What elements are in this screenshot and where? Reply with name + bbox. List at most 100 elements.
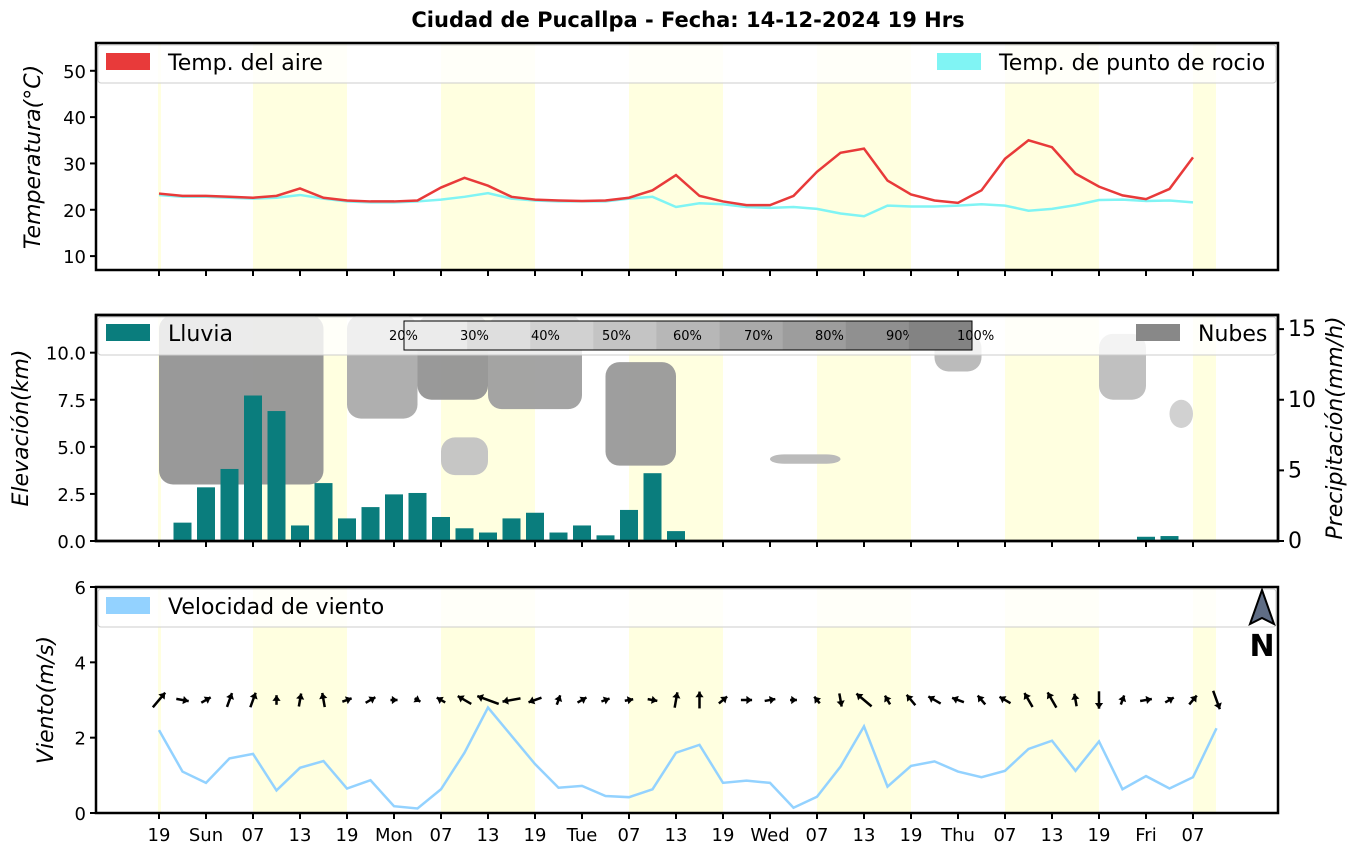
x-tick-label: 07 — [618, 825, 641, 846]
rain-bar — [643, 473, 662, 541]
y-axis-label: Viento(m/s) — [34, 636, 59, 764]
cloud-scale-cell — [530, 321, 594, 350]
cloud-scale-border — [403, 320, 973, 351]
cloud-scale-cell — [845, 321, 910, 350]
cloud-scale-label: 50% — [602, 329, 631, 344]
wind-arrow-head — [999, 696, 1007, 704]
y-tick-label: 10 — [63, 247, 86, 268]
x-tick-label: 07 — [994, 825, 1017, 846]
y-tick-label: 6 — [75, 578, 86, 599]
rain-bar — [385, 494, 403, 541]
x-tick-label: 13 — [289, 825, 312, 846]
legend-cloud-swatch — [1136, 324, 1180, 341]
rain-bar — [267, 411, 286, 541]
y-tick-label: 15 — [1288, 317, 1316, 342]
cloud-scale-cell — [908, 321, 973, 350]
x-tick-label: 19 — [1088, 825, 1111, 846]
x-tick-label: 13 — [665, 825, 688, 846]
legend-wind-label: Velocidad de viento — [168, 595, 384, 620]
wind-legend — [97, 588, 1277, 628]
legend-cloud-label: Nubes — [1198, 322, 1267, 347]
wind-arrow-head — [720, 696, 728, 704]
x-tick-label: Sun — [189, 825, 223, 846]
rain-bar — [291, 525, 309, 541]
cloud-scale-cell — [782, 321, 847, 350]
cloud-scale-label: 30% — [460, 329, 489, 344]
rain-bar — [244, 395, 262, 541]
cloud-scale-label: 60% — [673, 329, 702, 344]
legend-wind-swatch — [106, 597, 150, 614]
rain-bar — [314, 483, 333, 541]
wind-arrow-head — [814, 696, 822, 704]
rain-cloud-panel: 0.0 2.5 5.0 7.5 10.0 0 5 10 15 Lluvia 20% 30% 40% 50%… — [9, 313, 1348, 554]
rain-bar — [173, 522, 192, 541]
rain-bar — [361, 507, 380, 541]
y-tick-label: 2.5 — [57, 485, 86, 506]
wind-arrow-head — [1071, 693, 1080, 701]
legend-rain-swatch — [106, 324, 150, 341]
wind-arrow-head — [296, 693, 305, 700]
wind-arrow-head — [203, 696, 211, 704]
wind-arrow-head — [182, 696, 189, 705]
wind-arrow-head — [344, 696, 352, 705]
x-tick-label: Wed — [750, 825, 789, 846]
wind-arrow-head — [626, 696, 634, 705]
y-tick-label: 2 — [75, 729, 86, 750]
rain-bar — [573, 525, 591, 541]
y-tick-label: 40 — [63, 108, 86, 129]
cloud-scale-cell — [719, 321, 784, 350]
rain-bar — [667, 531, 685, 541]
series-line-air-temp — [158, 138, 1195, 207]
rain-bar — [197, 487, 215, 541]
cloud-scale-cell — [656, 321, 721, 350]
rain-bar — [1137, 536, 1155, 541]
y-tick-label: 30 — [63, 154, 86, 175]
wind-arrow-head — [856, 693, 864, 701]
rain-bar — [455, 528, 474, 541]
rain-bar — [220, 468, 239, 541]
wind-arrow-head — [884, 695, 892, 703]
y-axis-label: Temperatura(°C) — [21, 65, 46, 249]
cloud-scale-label: 80% — [815, 329, 844, 344]
rain-bar — [432, 516, 450, 541]
x-tick-label: 13 — [477, 825, 500, 846]
x-tick-label: 07 — [430, 825, 453, 846]
cloud-scale-cell — [593, 321, 657, 350]
daylight-band — [1193, 315, 1216, 541]
rain-bar — [526, 512, 544, 541]
wind-arrow-head — [746, 695, 753, 705]
wind-arrow-head — [226, 693, 234, 700]
y-tick-label: 0 — [1288, 529, 1302, 554]
wind-arrow-head — [1145, 695, 1152, 705]
daylight-band — [158, 43, 161, 270]
wind-arrow-head — [651, 695, 658, 704]
x-tick-label: 07 — [806, 825, 829, 846]
legend-air-temp-label: Temp. del aire — [167, 51, 323, 76]
x-tick-label: 13 — [1041, 825, 1064, 846]
cloud-scale-cell — [404, 321, 468, 350]
rain-bar — [596, 535, 615, 541]
y-tick-label: 5.0 — [57, 438, 86, 459]
x-tick-label: 19 — [524, 825, 547, 846]
y-tick-label: 7.5 — [57, 391, 86, 412]
x-tick-label: 19 — [148, 825, 171, 846]
daylight-band — [1193, 587, 1216, 813]
x-tick-label: 19 — [900, 825, 923, 846]
x-tick-label: 07 — [1182, 825, 1205, 846]
y-tick-label: 0 — [75, 804, 86, 825]
wind-arrow-head — [1023, 692, 1031, 700]
legend-dew-point-label: Temp. de punto de rocio — [998, 51, 1265, 76]
y-tick-label: 50 — [63, 62, 86, 83]
wind-arrow-head — [906, 694, 914, 702]
y-tick-label: 10 — [1288, 388, 1316, 413]
temperature-legend — [97, 44, 1277, 84]
wind-arrow-head — [319, 692, 328, 700]
cloud-region — [605, 362, 676, 466]
wind-arrow-head — [1214, 702, 1222, 710]
wind-arrow-head — [272, 695, 281, 701]
wind-arrow-head — [695, 691, 704, 698]
wind-arrow-head — [528, 696, 536, 705]
wind-arrow-head — [1166, 696, 1174, 704]
rain-bar — [1160, 536, 1179, 541]
cloud-region — [770, 454, 841, 464]
